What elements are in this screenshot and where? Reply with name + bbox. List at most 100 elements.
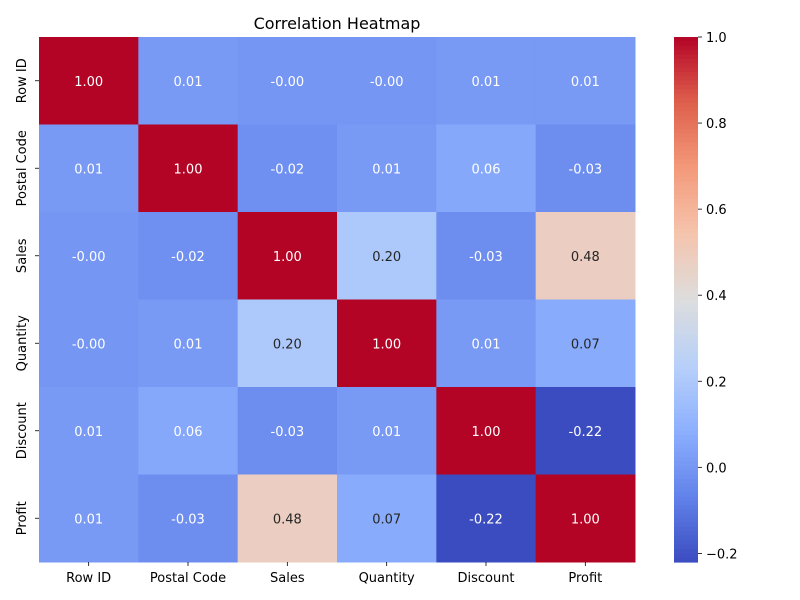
colorbar-segment xyxy=(674,347,698,353)
heatmap-cell xyxy=(337,212,437,300)
cell-value-label: -0.00 xyxy=(72,337,106,352)
colorbar-segment xyxy=(674,303,698,309)
x-tick-label: Quantity xyxy=(359,571,415,586)
colorbar-segment xyxy=(674,251,698,257)
cell-value-label: 0.01 xyxy=(472,75,501,90)
colorbar-segment xyxy=(674,273,698,279)
heatmap-cell xyxy=(237,37,338,125)
heatmap-cell xyxy=(535,474,636,563)
colorbar-segment xyxy=(674,457,698,462)
colorbar-segment xyxy=(674,470,698,476)
colorbar-segment xyxy=(674,365,698,371)
colorbar-segment xyxy=(674,111,698,117)
cell-value-label: 0.01 xyxy=(571,75,600,90)
colorbar-segment xyxy=(674,146,698,152)
heatmap-cell xyxy=(436,474,537,563)
cell-value-label: 0.48 xyxy=(273,512,302,527)
cell-value-label: -0.00 xyxy=(72,250,106,265)
colorbar-segment xyxy=(674,163,698,169)
colorbar-segment xyxy=(674,185,698,191)
colorbar-segment xyxy=(674,500,698,506)
heatmap-cell xyxy=(138,299,239,388)
heatmap-cell xyxy=(436,124,537,213)
colorbar-segment xyxy=(674,400,698,406)
colorbar-segment xyxy=(674,408,698,414)
colorbar-segment xyxy=(674,268,698,274)
colorbar-segment xyxy=(674,330,698,336)
heatmap-cell xyxy=(237,212,338,300)
colorbar-segment xyxy=(674,85,698,91)
colorbar-segment xyxy=(674,404,698,410)
colorbar-segment xyxy=(674,207,698,213)
cell-value-label: 0.01 xyxy=(174,337,203,352)
colorbar-segment xyxy=(674,452,698,458)
colorbar-segment xyxy=(674,308,698,314)
heatmap-cell xyxy=(237,474,338,563)
colorbar-segment xyxy=(674,212,698,217)
colorbar-segment xyxy=(674,338,698,344)
colorbar-segment xyxy=(674,417,698,423)
y-tick-label: Quantity xyxy=(15,315,30,371)
heatmap-cell xyxy=(39,474,139,563)
heatmap-cell xyxy=(138,37,239,125)
colorbar-segment xyxy=(674,395,698,401)
colorbar-tick-label: 0.4 xyxy=(706,289,727,304)
cell-value-label: -0.03 xyxy=(469,250,503,265)
heatmap-cell xyxy=(535,299,636,388)
colorbar-segment xyxy=(674,391,698,397)
chart-title: Correlation Heatmap xyxy=(254,14,421,33)
colorbar-segment xyxy=(674,387,698,392)
colorbar-segment xyxy=(674,255,698,261)
colorbar-segment xyxy=(674,378,698,384)
colorbar-segment xyxy=(674,168,698,174)
heatmap-cell xyxy=(337,299,437,388)
colorbar-segment xyxy=(674,505,698,511)
cell-value-label: -0.03 xyxy=(271,425,305,440)
x-tick-label: Row ID xyxy=(66,571,111,586)
cell-value-label: 1.00 xyxy=(74,75,103,90)
colorbar-segment xyxy=(674,373,698,379)
heatmap-cell xyxy=(436,37,537,125)
cell-value-label: 1.00 xyxy=(472,425,501,440)
cell-value-label: 1.00 xyxy=(571,512,600,527)
colorbar-segment xyxy=(674,540,698,546)
cell-value-label: 1.00 xyxy=(273,250,302,265)
colorbar-segment xyxy=(674,264,698,270)
colorbar-segment xyxy=(674,159,698,165)
colorbar-segment xyxy=(674,317,698,322)
cell-value-label: 1.00 xyxy=(174,162,203,177)
heatmap-cell xyxy=(138,474,239,563)
colorbar-segment xyxy=(674,190,698,196)
colorbar-segment xyxy=(674,247,698,252)
colorbar-segment xyxy=(674,225,698,231)
colorbar-segment xyxy=(674,352,698,357)
colorbar-segment xyxy=(674,37,698,42)
heatmap-cell xyxy=(337,37,437,125)
y-tick-label: Row ID xyxy=(15,58,30,103)
colorbar-segment xyxy=(674,98,698,104)
colorbar-segment xyxy=(674,150,698,156)
cell-value-label: -0.00 xyxy=(271,75,305,90)
cell-value-label: 0.01 xyxy=(472,337,501,352)
colorbar-segment xyxy=(674,203,698,209)
colorbar-tick-label: 0.6 xyxy=(706,203,727,218)
colorbar-segment xyxy=(674,483,698,489)
heatmap-cell xyxy=(436,299,537,388)
colorbar-segment xyxy=(674,102,698,108)
colorbar-segment xyxy=(674,465,698,471)
cell-value-label: 0.06 xyxy=(174,425,203,440)
cell-value-label: 0.07 xyxy=(372,512,401,527)
cell-value-label: 0.48 xyxy=(571,250,600,265)
colorbar-segment xyxy=(674,220,698,226)
colorbar-segment xyxy=(674,553,698,559)
colorbar-segment xyxy=(674,527,698,532)
colorbar-segment xyxy=(674,443,698,449)
colorbar-segment xyxy=(674,107,698,112)
colorbar-segment xyxy=(674,544,698,550)
colorbar-segment xyxy=(674,58,698,64)
heatmap-cell xyxy=(535,37,636,125)
x-tick-label: Discount xyxy=(457,571,514,586)
cell-value-label: 0.01 xyxy=(74,425,103,440)
heatmap-cell xyxy=(535,212,636,300)
